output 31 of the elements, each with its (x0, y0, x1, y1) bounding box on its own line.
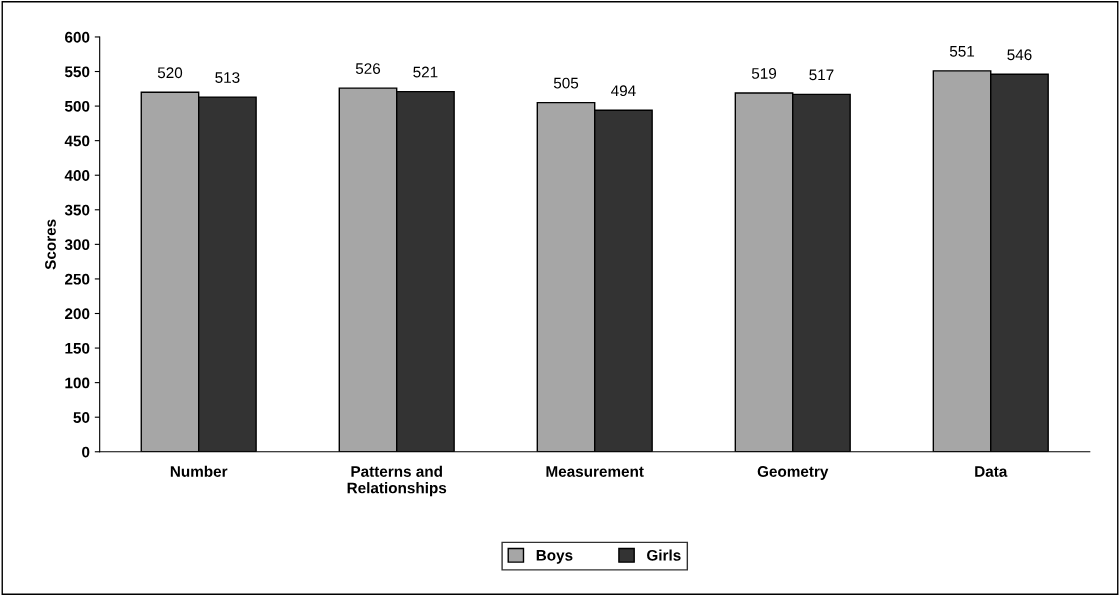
y-tick-label: 50 (73, 412, 90, 423)
legend-label: Girls (647, 549, 681, 561)
y-tick-label: 200 (65, 308, 90, 320)
data-label: 521 (413, 66, 438, 78)
data-label: 546 (1007, 49, 1032, 61)
data-label: 517 (809, 69, 834, 81)
y-tick-label: 550 (64, 66, 90, 78)
y-tick-label: 100 (65, 377, 90, 389)
y-tick-label: 0 (82, 446, 90, 458)
data-label: 519 (751, 68, 777, 79)
x-tick-label: Data (975, 466, 1008, 477)
data-label: 526 (355, 63, 381, 74)
data-label: 520 (157, 67, 183, 79)
x-tick-label: Number (170, 465, 228, 477)
y-tick-label: 300 (64, 239, 90, 251)
x-tick-label: Measurement (546, 466, 644, 477)
legend-label: Boys (536, 550, 573, 564)
y-tick-label: 400 (64, 170, 90, 181)
y-axis-title: Scores (45, 219, 56, 270)
data-label: 513 (215, 72, 240, 83)
data-label: 551 (949, 46, 975, 57)
y-tick-label: 150 (65, 342, 90, 354)
data-label: 505 (553, 77, 579, 89)
y-tick-label: 250 (65, 273, 90, 285)
y-tick-label: 600 (65, 31, 90, 43)
data-label: 494 (611, 85, 636, 97)
x-tick-label: Geometry (757, 466, 829, 480)
y-tick-label: 500 (64, 100, 90, 112)
y-tick-label: 450 (64, 135, 90, 147)
x-tick-label: Patterns and Relationships (347, 465, 447, 497)
y-tick-label: 350 (64, 204, 90, 216)
